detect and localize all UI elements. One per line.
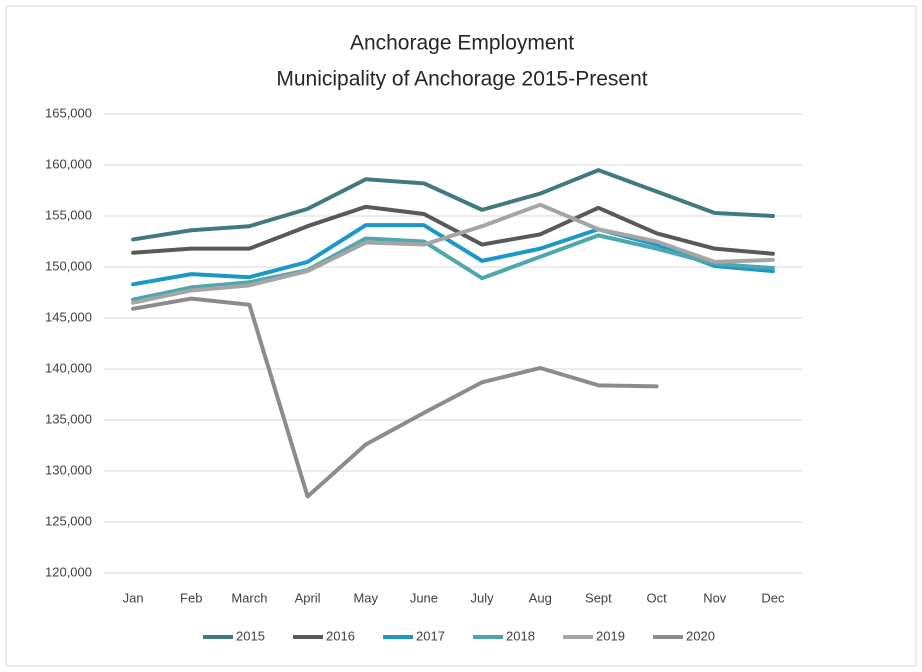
y-tick-label: 160,000 [45, 156, 92, 171]
x-tick-label: July [471, 590, 495, 605]
legend-label: 2017 [416, 628, 445, 643]
series-line [131, 204, 775, 256]
x-tick-label: Dec [761, 590, 785, 605]
x-tick-label: Sept [585, 590, 612, 605]
x-tick-label: May [353, 590, 378, 605]
legend-label: 2020 [686, 628, 715, 643]
y-tick-label: 130,000 [45, 462, 92, 477]
x-tick-label: Aug [529, 590, 552, 605]
x-tick-label: Nov [703, 590, 727, 605]
chart-subtitle: Municipality of Anchorage 2015-Present [276, 68, 647, 91]
series-line [131, 168, 775, 242]
y-tick-label: 140,000 [45, 360, 92, 375]
series-line [131, 233, 775, 302]
series-line [131, 202, 775, 305]
y-tick-label: 155,000 [45, 207, 92, 222]
legend-label: 2016 [326, 628, 355, 643]
chart-title: Anchorage Employment [350, 32, 574, 55]
legend-label: 2019 [596, 628, 625, 643]
series-line [131, 223, 775, 287]
x-tick-label: Jan [123, 590, 144, 605]
legend-label: 2018 [506, 628, 535, 643]
y-tick-label: 135,000 [45, 411, 92, 426]
y-tick-label: 165,000 [45, 105, 92, 120]
x-tick-label: Oct [646, 590, 667, 605]
x-tick-label: April [295, 590, 321, 605]
y-tick-label: 120,000 [45, 564, 92, 579]
x-tick-label: March [231, 590, 267, 605]
x-tick-label: Feb [180, 590, 202, 605]
chart-border [5, 5, 917, 667]
legend-label: 2015 [236, 628, 265, 643]
y-tick-label: 145,000 [45, 309, 92, 324]
y-tick-label: 125,000 [45, 513, 92, 528]
x-tick-label: June [410, 590, 438, 605]
y-tick-label: 150,000 [45, 258, 92, 273]
series-line [131, 296, 659, 499]
